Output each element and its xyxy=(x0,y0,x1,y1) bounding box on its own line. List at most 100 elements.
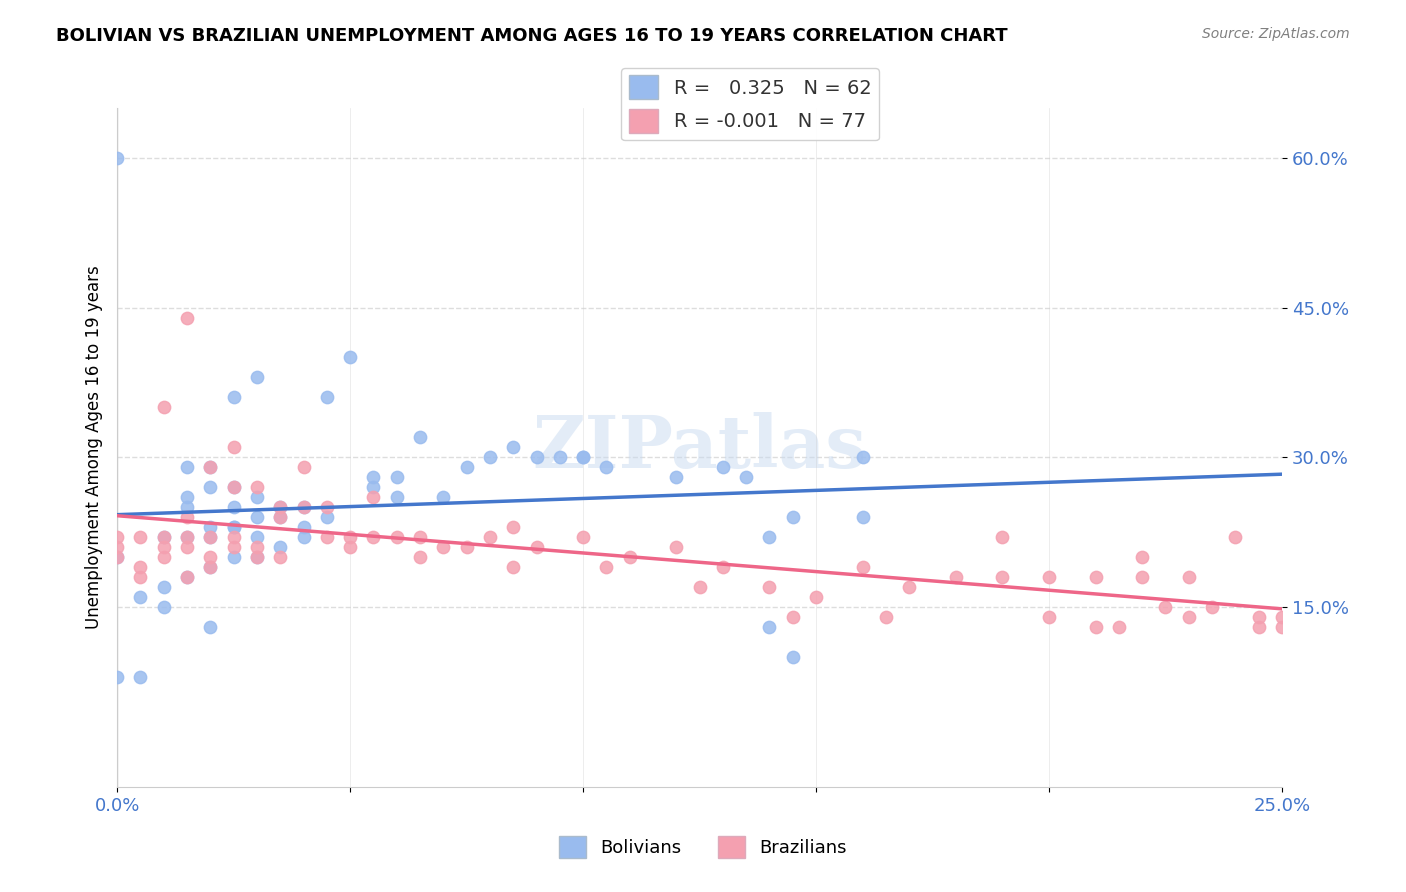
Point xyxy=(292,520,315,534)
Point xyxy=(478,530,501,544)
Point xyxy=(1038,610,1060,624)
Text: Source: ZipAtlas.com: Source: ZipAtlas.com xyxy=(1202,27,1350,41)
Point xyxy=(292,460,315,475)
Point xyxy=(200,550,222,565)
Point xyxy=(526,540,548,554)
Point xyxy=(176,570,198,584)
Point xyxy=(269,540,291,554)
Point xyxy=(782,650,804,665)
Point xyxy=(1178,610,1201,624)
Point xyxy=(665,470,688,484)
Point xyxy=(200,520,222,534)
Point xyxy=(758,620,780,634)
Point xyxy=(339,351,361,365)
Point xyxy=(222,500,245,515)
Point xyxy=(152,540,174,554)
Point xyxy=(246,370,269,384)
Point xyxy=(269,500,291,515)
Point xyxy=(152,580,174,594)
Point xyxy=(456,540,478,554)
Point xyxy=(735,470,758,484)
Point xyxy=(1178,570,1201,584)
Point xyxy=(595,560,617,574)
Legend: Bolivians, Brazilians: Bolivians, Brazilians xyxy=(553,829,853,865)
Point xyxy=(502,441,524,455)
Point xyxy=(269,550,291,565)
Point xyxy=(1201,600,1223,615)
Point xyxy=(898,580,921,594)
Point xyxy=(129,530,152,544)
Point xyxy=(200,460,222,475)
Point xyxy=(129,570,152,584)
Point xyxy=(619,550,641,565)
Point xyxy=(200,460,222,475)
Point xyxy=(363,490,385,504)
Point xyxy=(222,520,245,534)
Point xyxy=(432,490,454,504)
Point xyxy=(432,540,454,554)
Point xyxy=(222,441,245,455)
Point xyxy=(409,550,432,565)
Point xyxy=(711,460,734,475)
Point xyxy=(875,610,897,624)
Point xyxy=(1084,570,1107,584)
Legend: R =   0.325   N = 62, R = -0.001   N = 77: R = 0.325 N = 62, R = -0.001 N = 77 xyxy=(621,68,879,140)
Point xyxy=(200,620,222,634)
Point xyxy=(991,570,1014,584)
Point xyxy=(782,610,804,624)
Point xyxy=(385,470,408,484)
Point xyxy=(246,490,269,504)
Point xyxy=(711,560,734,574)
Point xyxy=(548,450,571,465)
Point xyxy=(269,500,291,515)
Point xyxy=(176,500,198,515)
Point xyxy=(246,550,269,565)
Point xyxy=(1130,570,1153,584)
Point xyxy=(152,530,174,544)
Text: BOLIVIAN VS BRAZILIAN UNEMPLOYMENT AMONG AGES 16 TO 19 YEARS CORRELATION CHART: BOLIVIAN VS BRAZILIAN UNEMPLOYMENT AMONG… xyxy=(56,27,1008,45)
Point xyxy=(246,540,269,554)
Point xyxy=(176,530,198,544)
Point xyxy=(595,460,617,475)
Point xyxy=(176,490,198,504)
Point xyxy=(105,670,128,684)
Point xyxy=(200,560,222,574)
Point xyxy=(176,310,198,325)
Point xyxy=(200,560,222,574)
Point xyxy=(572,450,595,465)
Point xyxy=(1225,530,1247,544)
Point xyxy=(176,570,198,584)
Point xyxy=(363,480,385,494)
Point xyxy=(409,530,432,544)
Point xyxy=(339,540,361,554)
Point xyxy=(105,530,128,544)
Y-axis label: Unemployment Among Ages 16 to 19 years: Unemployment Among Ages 16 to 19 years xyxy=(86,266,103,629)
Point xyxy=(1130,550,1153,565)
Point xyxy=(315,500,337,515)
Point xyxy=(363,470,385,484)
Point xyxy=(945,570,967,584)
Point xyxy=(222,480,245,494)
Point xyxy=(152,600,174,615)
Point xyxy=(246,510,269,524)
Point xyxy=(222,540,245,554)
Point xyxy=(852,560,875,574)
Point xyxy=(176,460,198,475)
Text: ZIPatlas: ZIPatlas xyxy=(533,412,866,483)
Point xyxy=(246,550,269,565)
Point xyxy=(1108,620,1130,634)
Point xyxy=(222,520,245,534)
Point xyxy=(1247,620,1270,634)
Point xyxy=(1154,600,1177,615)
Point xyxy=(200,480,222,494)
Point xyxy=(129,590,152,604)
Point xyxy=(852,450,875,465)
Point xyxy=(269,510,291,524)
Point xyxy=(409,430,432,444)
Point xyxy=(1038,570,1060,584)
Point xyxy=(269,510,291,524)
Point xyxy=(152,530,174,544)
Point xyxy=(292,500,315,515)
Point xyxy=(1271,610,1294,624)
Point xyxy=(1084,620,1107,634)
